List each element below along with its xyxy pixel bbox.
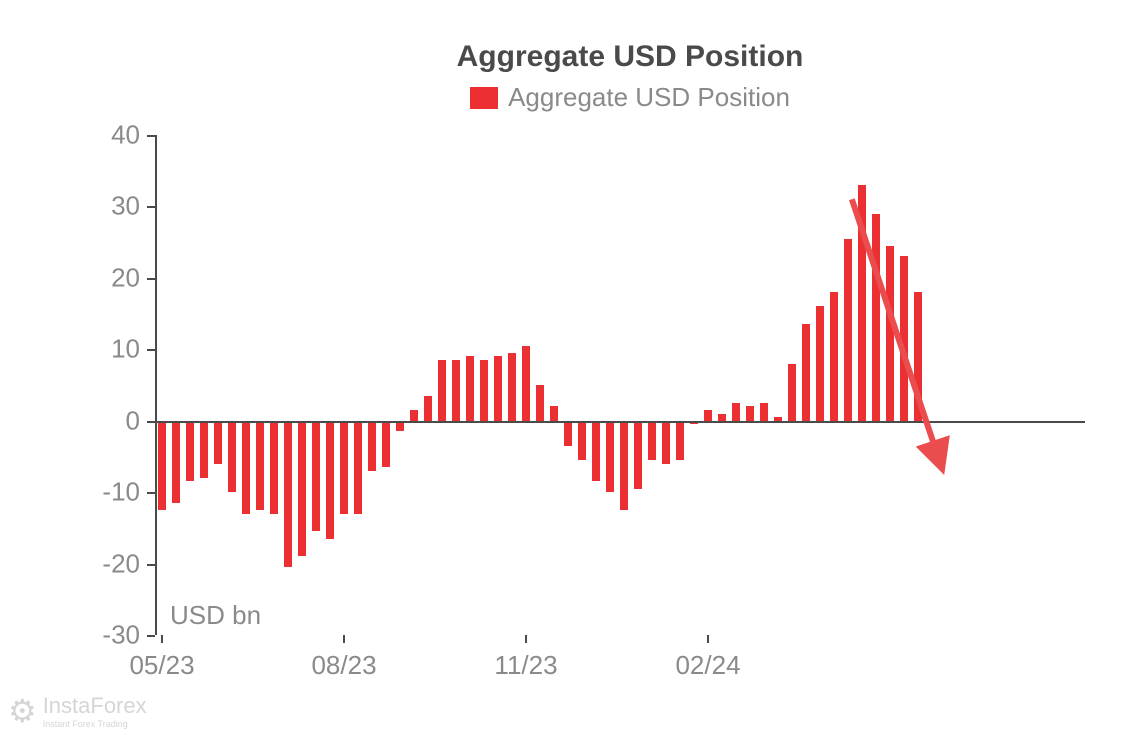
bar (564, 421, 572, 446)
axis-title: USD bn (170, 600, 261, 631)
bar (172, 421, 180, 503)
bar (494, 356, 502, 420)
bar (158, 421, 166, 510)
bar (900, 256, 908, 420)
bar (424, 396, 432, 421)
bar (802, 324, 810, 420)
x-tick-label: 11/23 (494, 650, 557, 681)
bar (480, 360, 488, 421)
y-axis-line (155, 135, 157, 635)
bar (788, 364, 796, 421)
y-tick-label: 30 (111, 191, 140, 222)
bar (578, 421, 586, 460)
y-tick-label: -30 (102, 620, 140, 651)
watermark: ⚙ InstaForex Instant Forex Trading (8, 692, 147, 730)
bar (816, 306, 824, 420)
bar (676, 421, 684, 460)
bar (368, 421, 376, 471)
bar (242, 421, 250, 514)
y-tick (147, 206, 155, 208)
bar (410, 410, 418, 421)
x-tick-label: 02/24 (675, 650, 740, 681)
y-tick-label: -20 (102, 548, 140, 579)
bar (550, 406, 558, 420)
y-tick (147, 564, 155, 566)
bar (872, 214, 880, 421)
y-tick (147, 635, 155, 637)
bar (200, 421, 208, 478)
bar (214, 421, 222, 464)
bar (536, 385, 544, 421)
x-axis-labels: 05/2308/2311/2302/24 (155, 640, 925, 680)
bar (830, 292, 838, 421)
bar (886, 246, 894, 421)
bar (340, 421, 348, 514)
bar (466, 356, 474, 420)
legend: Aggregate USD Position (140, 82, 1120, 113)
bar (760, 403, 768, 421)
bar (662, 421, 670, 464)
watermark-sub: Instant Forex Trading (43, 719, 147, 729)
chart-title: Aggregate USD Position (140, 40, 1120, 74)
bar (718, 414, 726, 421)
y-tick (147, 421, 155, 423)
bars-container (155, 135, 925, 635)
bar (732, 403, 740, 421)
bar (312, 421, 320, 532)
bar (508, 353, 516, 421)
y-tick-label: -10 (102, 477, 140, 508)
bar (522, 346, 530, 421)
bar (452, 360, 460, 421)
bar (914, 292, 922, 421)
bar (298, 421, 306, 557)
watermark-main: InstaForex (43, 693, 147, 719)
y-tick (147, 492, 155, 494)
x-axis-line (155, 421, 1085, 423)
bar (228, 421, 236, 492)
x-tick-label: 05/23 (129, 650, 194, 681)
bar (284, 421, 292, 567)
y-tick (147, 135, 155, 137)
bar (606, 421, 614, 492)
bar (438, 360, 446, 421)
bar (270, 421, 278, 514)
bar (326, 421, 334, 539)
plot-area (155, 135, 925, 635)
y-axis-labels: -30-20-10010203040 (90, 135, 145, 635)
y-tick (147, 349, 155, 351)
watermark-gear-icon: ⚙ (8, 692, 37, 730)
bar (382, 421, 390, 467)
bar (746, 406, 754, 420)
bar (634, 421, 642, 489)
y-tick-label: 0 (126, 405, 140, 436)
y-tick (147, 278, 155, 280)
legend-label: Aggregate USD Position (508, 82, 790, 113)
watermark-text: InstaForex Instant Forex Trading (43, 693, 147, 729)
y-tick-label: 20 (111, 262, 140, 293)
y-tick-label: 40 (111, 120, 140, 151)
bar (844, 239, 852, 421)
bar (620, 421, 628, 510)
y-tick-label: 10 (111, 334, 140, 365)
bar (704, 410, 712, 421)
bar (648, 421, 656, 460)
bar (186, 421, 194, 482)
legend-swatch (470, 87, 498, 109)
bar (354, 421, 362, 514)
bar (592, 421, 600, 482)
bar (858, 185, 866, 421)
x-tick-label: 08/23 (311, 650, 376, 681)
chart-container: Aggregate USD Position Aggregate USD Pos… (60, 40, 1120, 700)
bar (256, 421, 264, 510)
